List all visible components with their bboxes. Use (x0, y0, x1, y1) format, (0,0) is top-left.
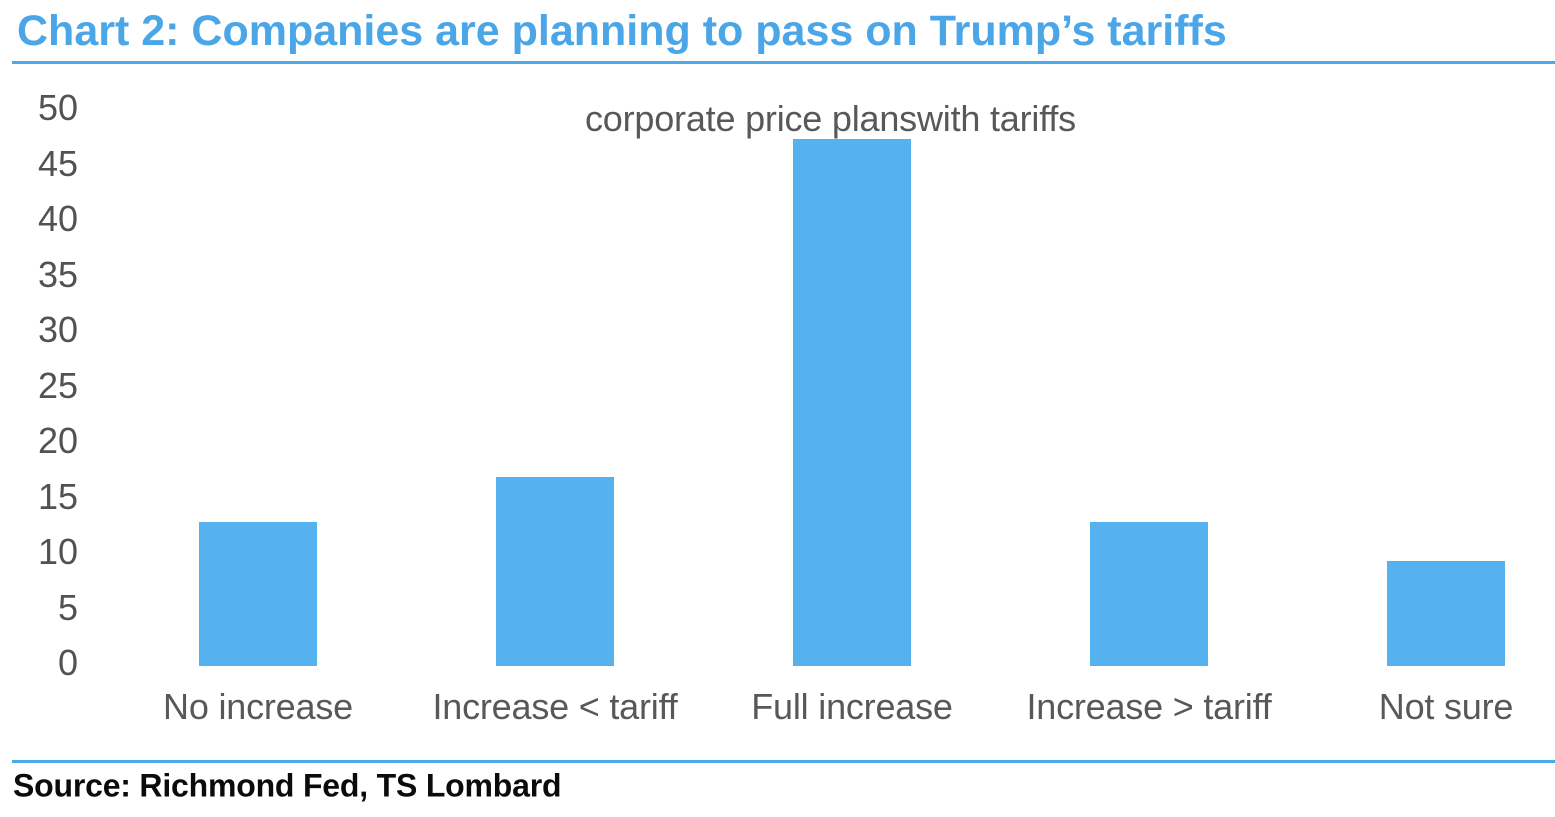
y-axis-tick-label: 20 (37, 420, 78, 461)
y-axis-tick-label: 40 (37, 198, 78, 239)
bar-not-sure (1387, 560, 1505, 666)
bar-increase-tariff (1090, 521, 1208, 666)
y-axis-tick-label: 0 (57, 642, 78, 683)
x-axis-category-label: No increase (163, 686, 353, 727)
y-axis-tick-label: 30 (37, 309, 78, 350)
chart-title: Chart 2: Companies are planning to pass … (17, 7, 1227, 55)
y-axis-tick-label: 50 (37, 87, 78, 128)
x-axis-category-label: Increase > tariff (1026, 686, 1272, 727)
bar-increase-tariff (496, 477, 614, 666)
x-axis-category-label: Full increase (751, 686, 953, 727)
y-axis-tick-label: 5 (57, 586, 78, 628)
y-axis-tick-label: 35 (37, 253, 78, 295)
bar-no-increase (199, 521, 317, 666)
bar-full-increase (793, 138, 911, 666)
y-axis-tick-label: 25 (37, 364, 78, 406)
y-axis-tick-label: 45 (37, 142, 78, 184)
y-axis-tick-label: 10 (37, 531, 78, 572)
y-axis-tick-label: 15 (37, 475, 78, 517)
x-axis-category-label: Increase < tariff (432, 686, 678, 727)
footer-divider (12, 760, 1555, 763)
chart-annotation: corporate price planswith tariffs (585, 98, 1076, 139)
title-underline (12, 61, 1555, 64)
source-note: Source: Richmond Fed, TS Lombard (13, 767, 562, 804)
x-axis-category-label: Not sure (1378, 686, 1514, 727)
